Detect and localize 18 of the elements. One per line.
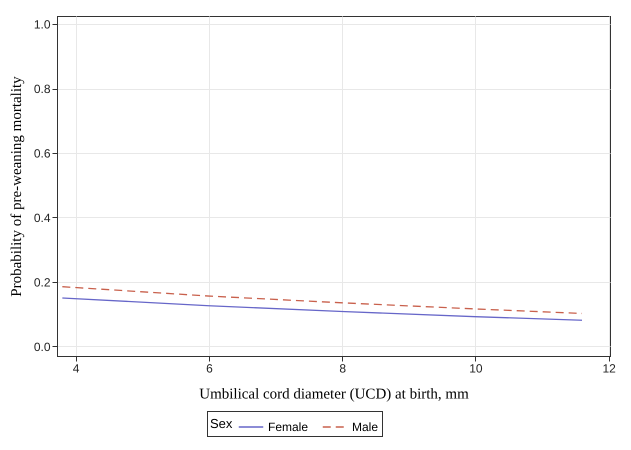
y-tick-label: 0.8 bbox=[34, 82, 51, 96]
legend-label: Female bbox=[268, 420, 308, 434]
y-tick-label: 1.0 bbox=[34, 18, 51, 32]
x-tick-label: 8 bbox=[339, 362, 346, 376]
line-series bbox=[62, 297, 583, 321]
y-tick-label: 0.2 bbox=[34, 275, 51, 290]
x-axis-title: Umbilical cord diameter (UCD) at birth, mm bbox=[199, 386, 470, 402]
line-series bbox=[62, 286, 583, 314]
y-axis-title: Probability of pre-weaning mortality bbox=[8, 76, 25, 297]
y-tick-label: 0.0 bbox=[34, 340, 51, 354]
legend-title: Sex bbox=[210, 416, 233, 431]
x-tick-label: 4 bbox=[72, 362, 80, 376]
legend-label: Male bbox=[352, 420, 378, 434]
x-tick-label: 6 bbox=[206, 362, 214, 376]
x-tick-label: 10 bbox=[469, 362, 483, 376]
y-tick-label: 0.6 bbox=[34, 146, 51, 160]
x-tick-label: 12 bbox=[602, 362, 616, 376]
y-tick-label: 0.4 bbox=[34, 210, 51, 225]
